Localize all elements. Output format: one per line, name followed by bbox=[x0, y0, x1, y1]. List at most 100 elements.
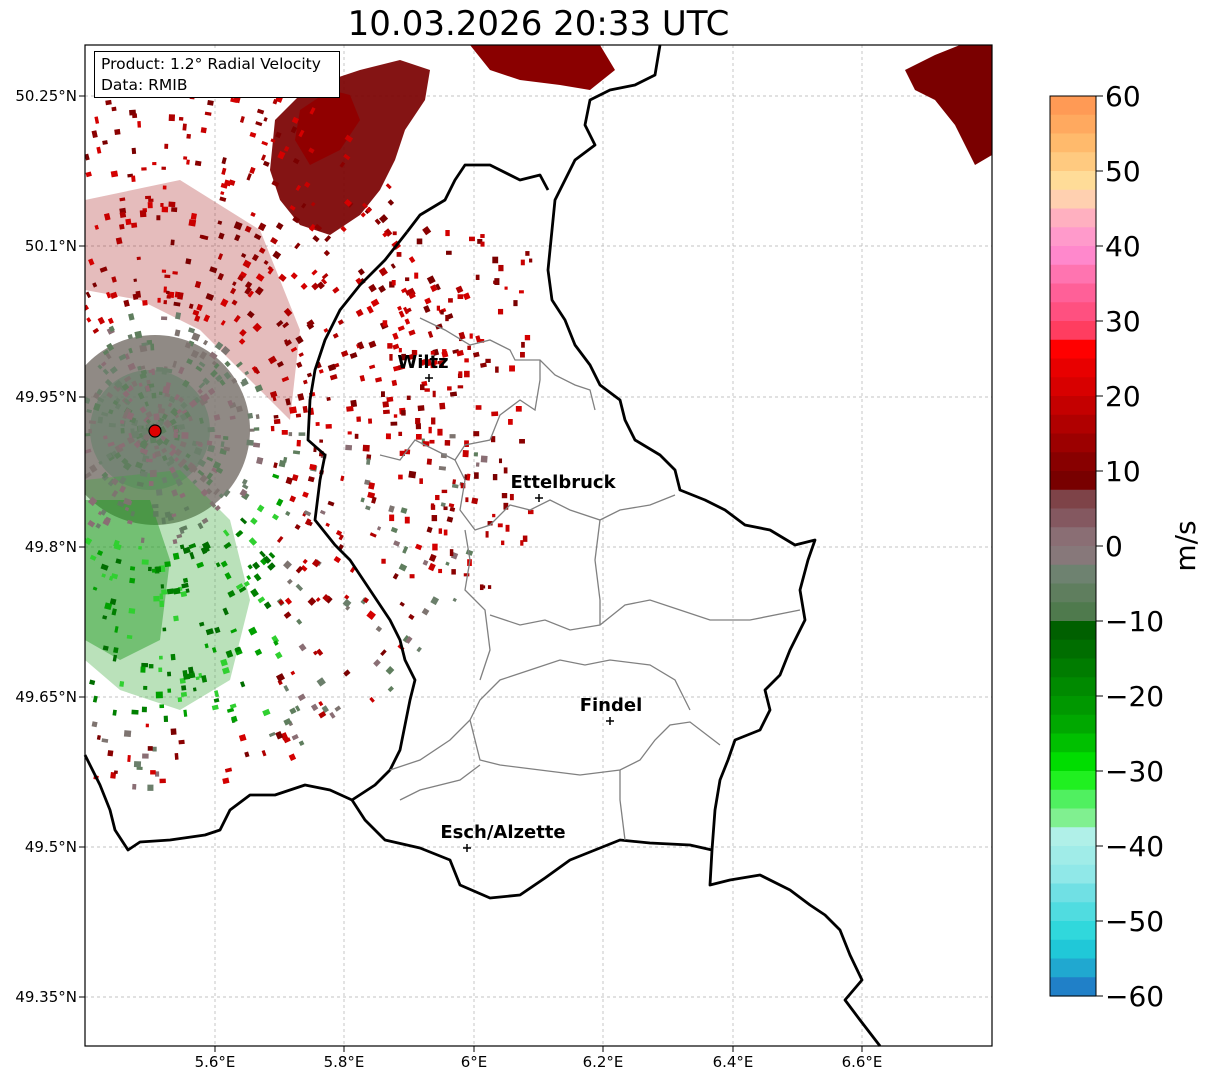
colorbar-stripe bbox=[1050, 227, 1096, 247]
city-label: Esch/Alzette bbox=[440, 822, 565, 843]
radar-echoes bbox=[85, 45, 992, 791]
city-marker-icon bbox=[606, 717, 614, 725]
colorbar-stripe bbox=[1050, 864, 1096, 885]
colorbar-stripe bbox=[1050, 771, 1096, 791]
colorbar-ticks: 60 50 40 30 20 10 0 −10 −20 −30 −40 −50 −60 bbox=[1096, 80, 1164, 1013]
colorbar-stripe bbox=[1050, 958, 1096, 978]
colorbar-stripe bbox=[1050, 246, 1096, 266]
colorbar-tick-label: 60 bbox=[1105, 80, 1141, 113]
colorbar-stripe bbox=[1050, 677, 1096, 697]
colorbar-stripe bbox=[1050, 808, 1096, 828]
lat-label: 49.65°N bbox=[15, 688, 77, 706]
radar-site-marker[interactable] bbox=[148, 424, 162, 438]
lon-label: 6.4°E bbox=[713, 1053, 754, 1071]
city-ettelbruck[interactable]: Ettelbruck bbox=[510, 472, 617, 502]
colorbar-stripe bbox=[1050, 977, 1096, 997]
colorbar-stripe bbox=[1050, 846, 1096, 866]
colorbar-stripe bbox=[1050, 658, 1096, 678]
colorbar-stripe bbox=[1050, 489, 1096, 510]
colorbar-tick-label: −50 bbox=[1105, 905, 1164, 938]
colorbar-stripe bbox=[1050, 114, 1096, 135]
colorbar-stripe bbox=[1050, 508, 1096, 528]
colorbar-stripe bbox=[1050, 471, 1096, 491]
colorbar-tick-label: 0 bbox=[1105, 530, 1123, 563]
colorbar-tick-label: −60 bbox=[1105, 980, 1164, 1013]
lon-label: 6.6°E bbox=[842, 1053, 883, 1071]
product-label: Product: 1.2° Radial Velocity bbox=[101, 55, 321, 73]
data-source-label: Data: RMIB bbox=[101, 76, 188, 94]
city-findel[interactable]: Findel bbox=[580, 695, 643, 725]
colorbar-stripe bbox=[1050, 639, 1096, 660]
product-info-box: Product: 1.2° Radial Velocity Data: RMIB bbox=[94, 51, 340, 98]
city-esch-alzette[interactable]: Esch/Alzette bbox=[440, 822, 566, 852]
lon-label: 6.2°E bbox=[583, 1053, 624, 1071]
colorbar-stripe bbox=[1050, 321, 1096, 341]
lat-label: 49.8°N bbox=[25, 538, 77, 556]
colorbar-stripe bbox=[1050, 283, 1096, 303]
city-marker-icon bbox=[463, 844, 471, 852]
colorbar-stripe bbox=[1050, 377, 1096, 397]
city-marker-icon bbox=[535, 494, 543, 502]
city-wiltz[interactable]: Wiltz bbox=[397, 352, 449, 382]
colorbar-stripe bbox=[1050, 621, 1096, 641]
colorbar-tick-label: −40 bbox=[1105, 830, 1164, 863]
lon-label: 5.6°E bbox=[195, 1053, 236, 1071]
colorbar-stripe bbox=[1050, 264, 1096, 285]
colorbar-stripe bbox=[1050, 414, 1096, 435]
colorbar-stripe bbox=[1050, 452, 1096, 472]
colorbar-tick-label: 50 bbox=[1105, 155, 1141, 188]
colorbar-stripe bbox=[1050, 902, 1096, 922]
colorbar-stripe bbox=[1050, 714, 1096, 735]
colorbar-stripe bbox=[1050, 752, 1096, 772]
colorbar-stripe bbox=[1050, 527, 1096, 547]
lat-label: 49.35°N bbox=[15, 988, 77, 1006]
lat-label: 50.25°N bbox=[15, 87, 77, 105]
colorbar-stripe bbox=[1050, 358, 1096, 378]
colorbar-tick-label: 20 bbox=[1105, 380, 1141, 413]
lon-label: 6°E bbox=[461, 1053, 488, 1071]
colorbar-stripe bbox=[1050, 396, 1096, 416]
colorbar-tick-label: −30 bbox=[1105, 755, 1164, 788]
colorbar-stripe bbox=[1050, 564, 1096, 585]
lat-labels: 50.25°N 50.1°N 49.95°N 49.8°N 49.65°N 49… bbox=[15, 87, 77, 1006]
colorbar-stripe bbox=[1050, 152, 1096, 172]
colorbar-tick-label: 30 bbox=[1105, 305, 1141, 338]
colorbar-tick-label: 10 bbox=[1105, 455, 1141, 488]
lat-label: 50.1°N bbox=[25, 237, 77, 255]
colorbar-stripe bbox=[1050, 208, 1096, 228]
colorbar-stripe bbox=[1050, 883, 1096, 903]
colorbar-stripe bbox=[1050, 546, 1096, 566]
colorbar-stripe bbox=[1050, 602, 1096, 622]
axis-ticks bbox=[79, 95, 863, 1052]
map-title: 10.03.2026 20:33 UTC bbox=[347, 4, 730, 44]
colorbar: 60 50 40 30 20 10 0 −10 −20 −30 −40 −50 −60 m/s bbox=[1049, 80, 1202, 1013]
canton-borders bbox=[379, 317, 801, 841]
colorbar-stripe bbox=[1050, 789, 1096, 810]
city-label: Findel bbox=[580, 695, 643, 716]
lon-label: 5.8°E bbox=[324, 1053, 365, 1071]
colorbar-stripe bbox=[1050, 939, 1096, 960]
colorbar-stripe bbox=[1050, 339, 1096, 360]
colorbar-stripe bbox=[1050, 827, 1096, 847]
city-markers: Wiltz Ettelbruck Findel Esch/Alzette bbox=[397, 352, 642, 852]
colorbar-stripe bbox=[1050, 96, 1096, 116]
colorbar-stripe bbox=[1050, 302, 1096, 322]
colorbar-tick-label: −20 bbox=[1105, 680, 1164, 713]
city-label: Wiltz bbox=[397, 352, 448, 373]
colorbar-unit-label: m/s bbox=[1169, 520, 1202, 571]
colorbar-stripe bbox=[1050, 921, 1096, 941]
colorbar-stripe bbox=[1050, 171, 1096, 191]
lat-label: 49.95°N bbox=[15, 388, 77, 406]
colorbar-stripe bbox=[1050, 583, 1096, 603]
colorbar-stripe bbox=[1050, 433, 1096, 453]
lat-label: 49.5°N bbox=[25, 838, 77, 856]
colorbar-stripe bbox=[1050, 133, 1096, 153]
colorbar-tick-label: 40 bbox=[1105, 230, 1141, 263]
colorbar-stripe bbox=[1050, 189, 1096, 210]
colorbar-stripe bbox=[1050, 696, 1096, 716]
city-label: Ettelbruck bbox=[510, 472, 616, 493]
map-frame bbox=[84, 44, 993, 1047]
colorbar-gradient bbox=[1050, 96, 1096, 997]
colorbar-tick-label: −10 bbox=[1105, 605, 1164, 638]
